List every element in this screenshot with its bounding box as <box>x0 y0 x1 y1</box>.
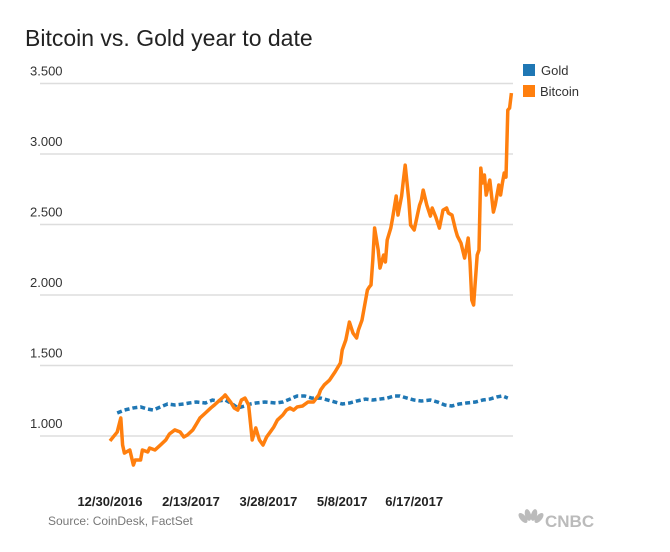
y-tick-label: 2.500 <box>30 205 63 220</box>
x-tick-label: 6/17/2017 <box>385 494 443 509</box>
x-tick-label: 3/28/2017 <box>239 494 297 509</box>
chart-title: Bitcoin vs. Gold year to date <box>25 25 313 51</box>
legend-label-gold: Gold <box>541 63 568 78</box>
series-line-gold <box>116 394 509 415</box>
legend: Gold Bitcoin <box>523 63 579 99</box>
series-line-bitcoin <box>108 92 514 467</box>
cnbc-logo: CNBC <box>518 509 594 531</box>
y-tick-label: 1.500 <box>30 346 63 361</box>
source-note: Source: CoinDesk, FactSet <box>48 514 193 528</box>
cnbc-logo-text: CNBC <box>545 512 594 531</box>
x-tick-label: 2/13/2017 <box>162 494 220 509</box>
legend-swatch-bitcoin <box>523 85 535 97</box>
y-tick-label: 3.500 <box>30 64 63 79</box>
x-tick-label: 12/30/2016 <box>77 494 142 509</box>
y-tick-label: 2.000 <box>30 275 63 290</box>
y-tick-label: 1.000 <box>30 416 63 431</box>
peacock-icon <box>518 509 544 523</box>
x-tick-label: 5/8/2017 <box>317 494 368 509</box>
legend-swatch-gold <box>523 64 535 76</box>
legend-label-bitcoin: Bitcoin <box>540 84 579 99</box>
y-tick-label: 3.000 <box>30 134 63 149</box>
